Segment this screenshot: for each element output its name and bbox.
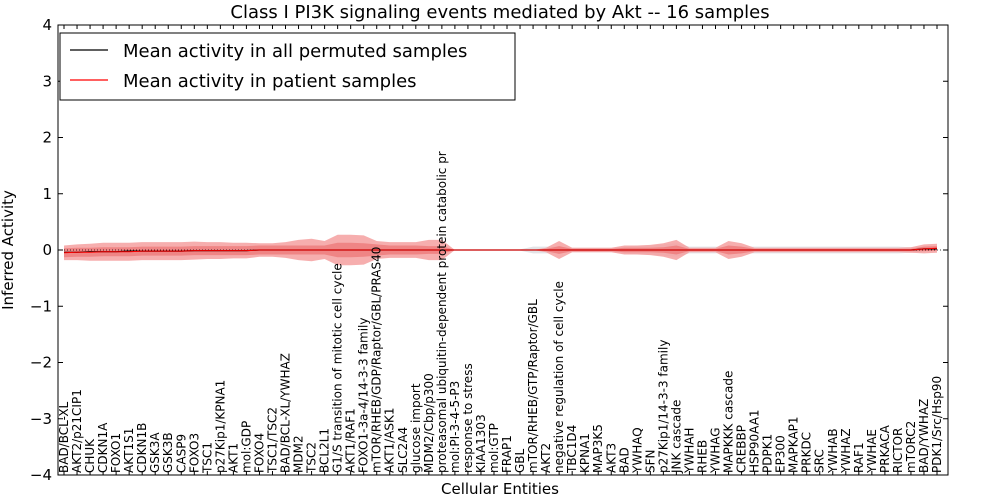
x-category-label: YWHAB <box>826 428 840 474</box>
x-category-label: YWHAE <box>865 429 879 474</box>
x-category-labels: BAD/BCL-XL AKT2/p21CIP1 CHUK CDKN1A FOXO1 AKT… <box>57 25 944 475</box>
patient-band-inner <box>64 242 937 258</box>
x-category-label: RAF1 <box>852 442 866 473</box>
x-category-label: GSK3B <box>161 432 175 473</box>
x-category-label: glucose import <box>409 383 423 473</box>
x-category-label: BAD/YWHAZ <box>917 399 931 473</box>
x-category-label: RHEB <box>696 440 710 473</box>
x-category-label: EP300 <box>774 435 788 473</box>
x-category-label: YWHAG <box>709 427 723 474</box>
x-category-label: BAD/BCL-XL/YWHAZ <box>279 353 293 473</box>
y-tick-label: −3 <box>30 410 52 428</box>
chart-title: Class I PI3K signaling events mediated b… <box>230 2 769 23</box>
x-category-label: TSC2 <box>305 442 319 474</box>
x-category-label: KPNA1 <box>578 433 592 473</box>
x-category-label: FOXO1-3a-4/14-3-3 family <box>357 318 371 474</box>
patient-band-outer <box>64 234 937 266</box>
x-category-label: PRKDC <box>800 432 814 473</box>
x-category-label: JNK cascade <box>669 400 683 474</box>
x-category-label: CDKN1A <box>96 422 110 473</box>
x-category-label: BAD <box>617 447 631 473</box>
x-category-label: AKT1/RAF1 <box>344 408 358 473</box>
x-category-label: MDM2 <box>292 435 306 473</box>
x-category-label: YWHAQ <box>630 427 644 474</box>
x-category-label: FOXO3 <box>187 433 201 473</box>
y-tick-label: 1 <box>42 185 52 203</box>
x-category-label: MAPKKK cascade <box>722 371 736 473</box>
y-axis-label: Inferred Activity <box>0 190 17 310</box>
y-tick-label: −2 <box>30 354 52 372</box>
x-category-label: AKT3 <box>604 443 618 473</box>
x-category-label: KIAA1303 <box>474 414 488 473</box>
x-axis-label: Cellular Entities <box>441 480 559 498</box>
y-tick-label: 2 <box>42 129 52 147</box>
x-category-label: AKT1 <box>226 443 240 473</box>
x-category-label: RICTOR <box>891 428 905 473</box>
x-category-label: TSC1 <box>200 442 214 474</box>
y-tick-label: 4 <box>42 16 52 34</box>
y-tick-label: −4 <box>30 466 52 484</box>
x-category-label: mTOR/RHEB/GDP/Raptor/GBL/PRAS40 <box>370 247 384 473</box>
x-category-label: TBC1D4 <box>565 425 579 474</box>
x-category-label: CREBBP <box>735 425 749 473</box>
legend-label-permuted: Mean activity in all permuted samples <box>123 41 467 62</box>
x-category-label: GSK3A <box>148 432 162 473</box>
y-tick-label: −1 <box>30 297 52 315</box>
legend-label-patient: Mean activity in patient samples <box>123 71 417 92</box>
x-category-label: PDPK1 <box>761 434 775 473</box>
x-category-label: TSC1/TSC2 <box>266 407 280 474</box>
x-category-label: mol:GTP <box>487 423 501 473</box>
x-category-label: SFN <box>643 450 657 474</box>
series-line-patient <box>63 247 938 254</box>
x-category-label: BCL2L1 <box>318 428 332 473</box>
x-category-label: GBL <box>513 448 527 473</box>
x-category-label: AKT1/ASK1 <box>383 408 397 473</box>
x-category-label: mol:PI-3-4-5-P3 <box>448 381 462 473</box>
x-category-label: mTOR/RHEB/GTP/Raptor/GBL <box>526 299 540 473</box>
x-category-label: PRKACA <box>878 424 892 473</box>
x-category-label: AKT2 <box>539 443 553 473</box>
x-category-label: YWHAZ <box>839 428 853 474</box>
x-category-label: p27Kip1/KPNA1 <box>213 380 227 473</box>
x-category-label: mol:GDP <box>239 421 253 473</box>
x-category-label: SLC2A4 <box>396 427 410 473</box>
x-category-label: AKT2/p21CIP1 <box>70 389 84 473</box>
x-category-label: HSP90AA1 <box>748 409 762 473</box>
y-tick-label: 3 <box>42 72 52 90</box>
x-category-label: MAPKAP1 <box>787 416 801 473</box>
x-category-label: PDK1/Src/Hsp90 <box>930 376 944 473</box>
x-category-label: FOXO1 <box>109 433 123 473</box>
x-category-label: negative regulation of cell cycle <box>552 281 566 473</box>
x-category-label: FOXO4 <box>252 433 266 473</box>
legend: Mean activity in all permuted samples Me… <box>59 32 516 101</box>
x-category-label: BAD/BCL-XL <box>57 401 71 473</box>
x-category-label: mTORC2 <box>904 421 918 473</box>
x-category-label: proteasomal ubiquitin-dependent protein … <box>435 151 449 473</box>
x-category-label: G1/S transition of mitotic cell cycle <box>331 263 345 473</box>
x-category-label: SRC <box>813 449 827 473</box>
x-category-label: MDM2/Cbp/p300 <box>422 373 436 473</box>
x-category-label: response to stress <box>461 363 475 473</box>
y-tick-label: 0 <box>42 241 52 259</box>
x-category-label: CASP9 <box>174 434 188 473</box>
x-category-label: MAP3K5 <box>591 424 605 473</box>
x-category-label: CDKN1B <box>135 423 149 473</box>
series-lines <box>58 247 948 254</box>
x-category-label: CHUK <box>83 438 97 473</box>
y-axis-ticks: −4 −3 −2 −1 0 1 2 3 4 <box>30 16 948 484</box>
x-category-label: p27Kip1/14-3-3 family <box>656 340 670 473</box>
x-category-label: AKT1S1 <box>122 428 136 473</box>
x-category-label: YWHAH <box>682 428 696 474</box>
x-category-label: FRAP1 <box>500 435 514 473</box>
legend-box <box>59 32 516 101</box>
